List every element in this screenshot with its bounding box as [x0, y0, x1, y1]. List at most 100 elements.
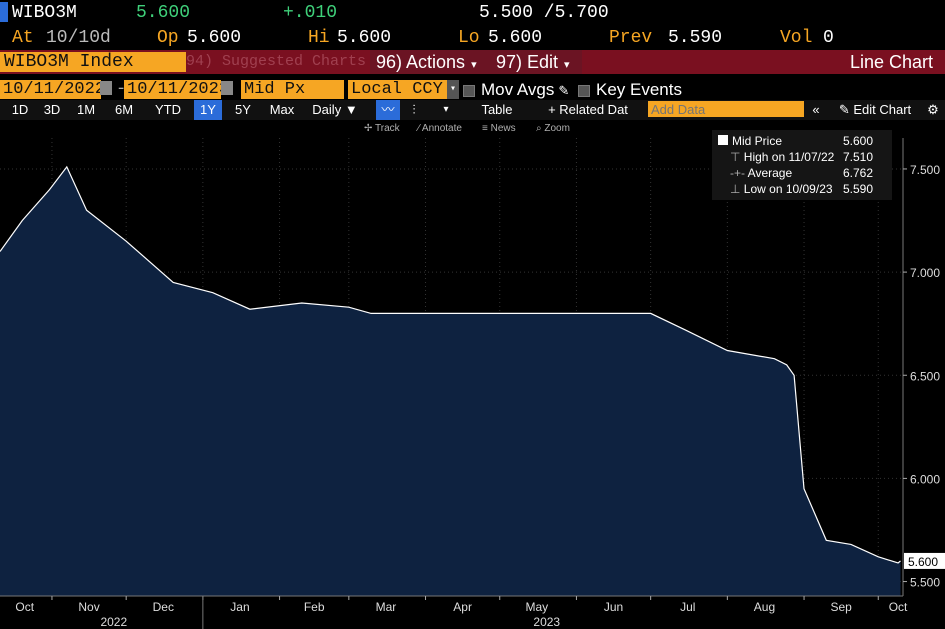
open-label: Op [157, 28, 179, 48]
date-separator: - [116, 80, 127, 99]
x-tick-label: Feb [304, 600, 325, 614]
bar-chart-icon[interactable]: ⫶ [412, 102, 416, 117]
x-tick-label: Oct [15, 600, 34, 614]
edit-label: 97) Edit [496, 52, 559, 72]
at-label: At [12, 28, 34, 48]
legend-mid: Mid Price [718, 134, 782, 148]
year-label: 2022 [100, 615, 127, 629]
x-tick-label: Jul [680, 600, 695, 614]
period-button-1m[interactable]: 1M [76, 102, 96, 117]
legend-low-label: Low on 10/09/23 [743, 182, 833, 196]
period-button-6m[interactable]: 6M [114, 102, 134, 117]
chart-tools: ✢ Track ∕ Annotate ≡ News ⌕ Zoom [0, 120, 945, 138]
last-value-label: 5.600 [908, 555, 938, 569]
currency-select[interactable]: Local CCY [348, 80, 449, 99]
period-button-3d[interactable]: 3D [43, 102, 61, 117]
mov-avgs-toggle[interactable]: Mov Avgs ✎ [463, 80, 569, 100]
y-tick-label: 7.000 [910, 266, 940, 280]
field-select[interactable]: Mid Px [241, 80, 344, 99]
edit-chart-button[interactable]: ✎ Edit Chart [830, 100, 920, 120]
checkbox-icon [578, 84, 590, 97]
collapse-icon[interactable]: « [812, 102, 820, 117]
period-button-ytd[interactable]: YTD [155, 102, 181, 117]
low-value: 5.600 [488, 28, 543, 48]
at-value: 10/10d [46, 28, 111, 48]
actions-label: 96) Actions [376, 52, 466, 72]
price-chart[interactable]: 5.500 6.000 6.500 7.000 7.500 5.600 Oct Nov Dec J… [0, 138, 945, 629]
chevron-down-icon: ▾ [564, 59, 570, 71]
mov-avgs-label: Mov Avgs [481, 80, 555, 99]
period-button-1y[interactable]: 1Y [194, 100, 222, 120]
pencil-icon[interactable]: ✎ [558, 83, 570, 98]
crosshair-icon: ✢ [364, 123, 373, 134]
pencil-icon: ∕ [418, 123, 420, 134]
last-value-box [904, 552, 945, 569]
year-label: 2023 [533, 615, 560, 629]
security-field[interactable]: WIBO3M Index [0, 52, 186, 72]
period-button-1d[interactable]: 1D [11, 102, 29, 117]
x-tick-label: Oct [889, 600, 908, 614]
x-tick-label: Aug [754, 600, 775, 614]
pencil-icon: ✎ [838, 102, 850, 117]
x-tick-label: Dec [153, 600, 174, 614]
legend-mid-label: Mid Price [732, 134, 783, 148]
x-tick-label: Apr [453, 600, 472, 614]
key-events-toggle[interactable]: Key Events [578, 80, 682, 100]
high-label: Hi [308, 28, 330, 48]
prev-value: 5.590 [668, 28, 723, 48]
calendar-icon[interactable] [100, 81, 112, 95]
actions-menu[interactable]: 96) Actions ▾ [370, 50, 492, 74]
y-tick-label: 7.500 [910, 163, 940, 177]
legend-high-label: High on 11/07/22 [743, 150, 835, 164]
add-data-input[interactable] [648, 101, 804, 117]
related-data-button[interactable]: + Related Dat [548, 102, 628, 117]
legend-average-label: Average [747, 166, 793, 180]
prev-label: Prev [609, 28, 653, 48]
calendar-icon[interactable] [221, 81, 233, 95]
y-tick-label: 6.000 [910, 472, 940, 486]
zoom-tool[interactable]: ⌕ Zoom [536, 123, 570, 134]
table-button[interactable]: Table [481, 102, 513, 117]
period-button-5y[interactable]: 5Y [235, 102, 251, 117]
low-marker-icon: ⊥ [730, 182, 741, 196]
ticker: WIBO3M [12, 3, 77, 23]
track-label: Track [375, 123, 400, 134]
frequency-select[interactable]: Daily ▼ [306, 100, 364, 120]
search-icon: ⌕ [536, 123, 542, 134]
security-marker [0, 2, 8, 22]
frequency-label: Daily [312, 102, 342, 117]
series-line [0, 165, 901, 564]
legend-mid-value: 5.600 [843, 134, 874, 148]
x-tick-label: Mar [376, 600, 397, 614]
gear-icon[interactable]: ⚙ [927, 102, 939, 117]
square-icon [718, 135, 728, 145]
suggested-charts-button[interactable]: 94) Suggested Charts [186, 53, 367, 70]
end-date-input[interactable]: 10/11/2023 [124, 80, 229, 99]
edit-menu[interactable]: 97) Edit ▾ [490, 50, 582, 74]
zoom-label: Zoom [544, 123, 570, 134]
chevron-down-icon[interactable]: ▾ [443, 104, 449, 115]
low-label: Lo [458, 28, 480, 48]
annotate-tool[interactable]: ∕ Annotate [418, 123, 462, 134]
edit-chart-label: Edit Chart [853, 102, 912, 117]
quote-header: WIBO3M 5.600 +.010 5.500 /5.700 [0, 0, 945, 26]
start-date-input[interactable]: 10/11/2022 [0, 80, 105, 99]
news-label: News [490, 123, 516, 134]
period-button-max[interactable]: Max [269, 102, 295, 117]
legend-high: ⊤ High on 11/07/22 [730, 150, 834, 164]
y-tick-label: 5.500 [910, 576, 940, 590]
x-tick-label: Sep [830, 600, 852, 614]
price-change: +.010 [283, 3, 338, 23]
series-area [0, 166, 901, 596]
chevron-down-icon[interactable]: ▾ [447, 80, 459, 99]
line-chart-icon[interactable]: 〰 [376, 100, 400, 120]
volume-value: 0 [823, 28, 834, 48]
average-marker-icon: -+- [730, 166, 745, 180]
news-icon: ≡ [482, 123, 488, 134]
news-tool[interactable]: ≡ News [482, 123, 516, 134]
track-tool[interactable]: ✢ Track [364, 123, 400, 134]
open-value: 5.600 [187, 28, 242, 48]
y-tick-label: 6.500 [910, 369, 940, 383]
legend-high-value: 7.510 [843, 150, 874, 164]
chart-toolbar: 1D 3D 1M 6M YTD 1Y 5Y Max Daily ▼ 〰 ⫶ ▾ Table +… [0, 100, 945, 120]
